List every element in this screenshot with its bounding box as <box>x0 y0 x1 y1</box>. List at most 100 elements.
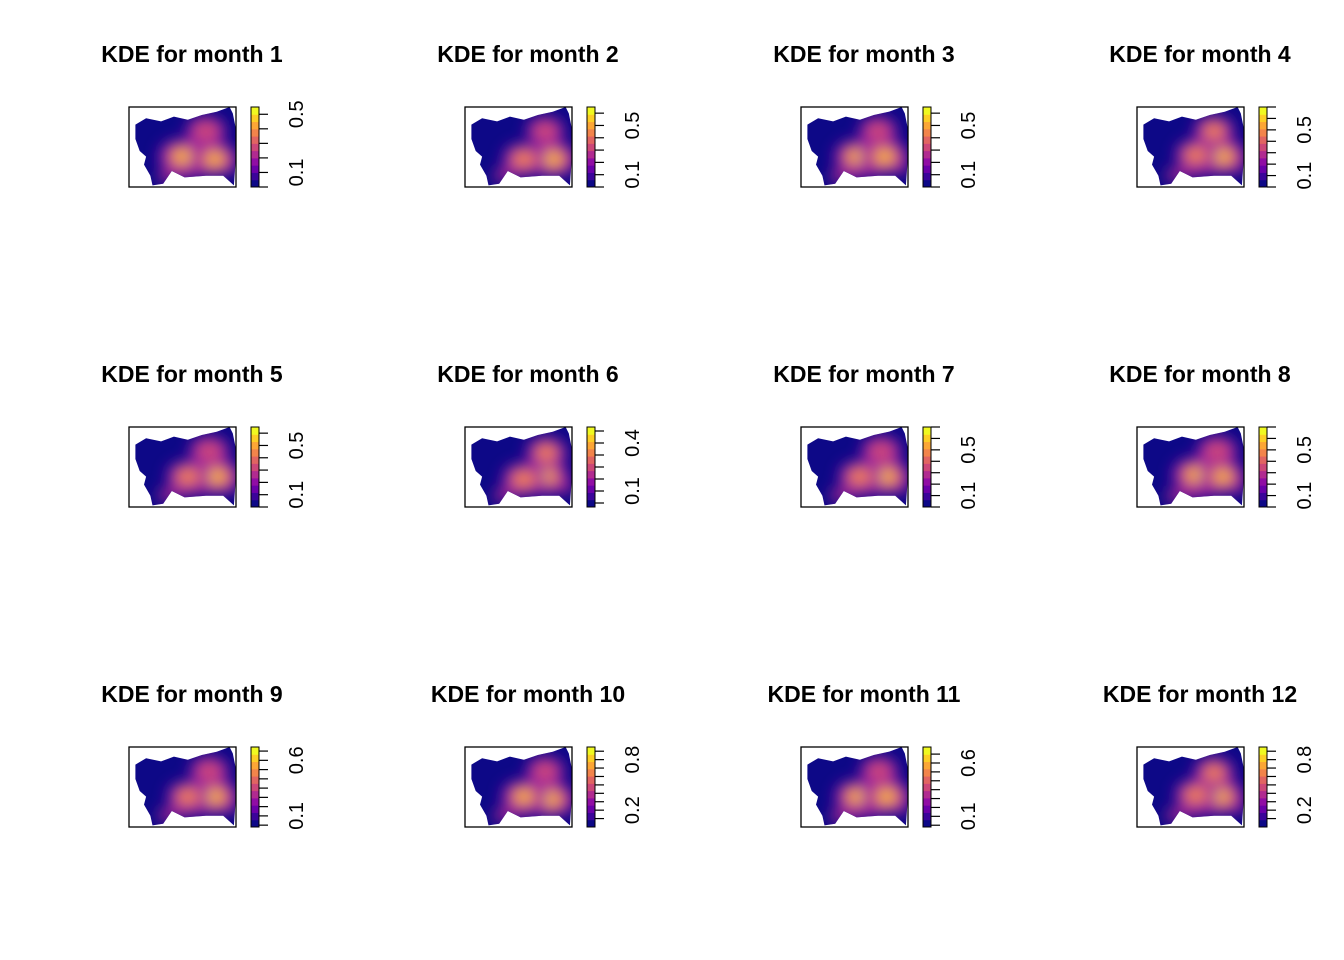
legend-tick-label: 0.2 <box>622 796 644 824</box>
kde-map-7 <box>807 427 908 506</box>
kde-panel-6: 0.1 0.4 <box>464 426 644 508</box>
hotspot-2 <box>208 154 221 164</box>
legend-tick-label: 0.1 <box>286 802 308 830</box>
hotspot-3 <box>195 440 224 462</box>
kde-map-3 <box>807 107 908 186</box>
legend-colorbar-8: 0.1 0.5 <box>1258 426 1316 509</box>
kde-panel-1: 0.1 0.5 <box>128 100 308 188</box>
legend-colorbar-9: 0.1 0.6 <box>250 746 308 830</box>
hotspot-3 <box>532 121 559 141</box>
legend-tick-label: 0.5 <box>958 436 980 464</box>
hotspot-2 <box>850 469 870 484</box>
hotspot-1 <box>210 471 224 482</box>
kde-map-10 <box>471 747 572 826</box>
kde-panel-2: 0.1 0.5 <box>464 106 644 189</box>
legend-tick-label: 0.2 <box>1294 796 1316 824</box>
hotspot-2 <box>880 791 894 802</box>
legend-tick-label: 0.8 <box>622 746 644 774</box>
legend-colorbar-6: 0.1 0.4 <box>586 426 644 508</box>
legend-colorbar-10: 0.2 0.8 <box>586 746 644 828</box>
hotspot-3 <box>1204 123 1224 139</box>
legend-colorbar-5: 0.1 0.5 <box>250 426 308 509</box>
hotspot-1 <box>880 471 894 482</box>
legend-tick-label: 0.5 <box>286 100 308 128</box>
hotspot-1 <box>208 791 222 802</box>
legend-tick-label: 0.1 <box>286 159 308 187</box>
map-frame <box>128 106 237 188</box>
panel-title-month-3: KDE for month 3 <box>773 41 955 67</box>
hotspot-2 <box>517 791 531 802</box>
map-frame <box>800 426 909 508</box>
hotspot-3 <box>195 760 223 782</box>
kde-panel-9: 0.1 0.6 <box>128 746 308 830</box>
hotspot-3 <box>865 761 893 781</box>
kde-panel-7: 0.1 0.5 <box>800 426 980 510</box>
legend-colorbar-3: 0.1 0.5 <box>922 106 980 189</box>
hotspot-3 <box>192 120 220 142</box>
legend-tick-label: 0.1 <box>1294 162 1316 190</box>
hotspot-3 <box>864 121 892 141</box>
hotspot-1 <box>544 794 558 804</box>
hotspot-3 <box>532 761 559 781</box>
hotspot-3 <box>1203 440 1232 462</box>
hotspot-3 <box>536 445 556 460</box>
map-frame <box>464 426 573 508</box>
hotspot-1 <box>546 154 560 164</box>
hotspot-2 <box>877 151 892 162</box>
legend-tick-label: 0.5 <box>286 432 308 460</box>
kde-map-4 <box>1143 107 1244 186</box>
kde-map-11 <box>807 747 908 826</box>
hotspot-1 <box>1189 470 1203 480</box>
legend-tick-label: 0.6 <box>958 749 980 777</box>
kde-map-2 <box>471 107 572 186</box>
map-frame <box>464 106 573 188</box>
panel-title-month-6: KDE for month 6 <box>437 361 619 387</box>
panel-title-month-4: KDE for month 4 <box>1109 41 1291 67</box>
kde-panel-11: 0.1 0.6 <box>800 746 980 830</box>
hotspot-2 <box>1216 471 1229 482</box>
legend-colorbar-4: 0.1 0.5 <box>1258 106 1316 190</box>
legend-colorbar-11: 0.1 0.6 <box>922 746 980 830</box>
panel-title-month-9: KDE for month 9 <box>101 681 283 707</box>
legend-tick-label: 0.5 <box>622 112 644 140</box>
map-frame <box>800 106 909 188</box>
hotspot-3 <box>1204 765 1224 780</box>
kde-panel-8: 0.1 0.5 <box>1136 426 1316 509</box>
kde-map-12 <box>1143 747 1244 826</box>
legend-tick-label: 0.1 <box>286 481 308 509</box>
legend-tick-label: 0.1 <box>622 477 644 505</box>
legend-tick-label: 0.8 <box>1294 746 1316 774</box>
hotspot-2 <box>1186 147 1206 163</box>
kde-map-1 <box>135 107 236 186</box>
kde-map-5 <box>135 427 236 506</box>
kde-map-9 <box>135 747 236 826</box>
hotspot-2 <box>513 471 534 487</box>
panel-title-month-1: KDE for month 1 <box>101 41 283 67</box>
legend-tick-label: 0.1 <box>958 161 980 189</box>
panel-title-month-8: KDE for month 8 <box>1109 361 1291 387</box>
kde-panel-3: 0.1 0.5 <box>800 106 980 189</box>
hotspot-1 <box>850 792 863 802</box>
hotspot-2 <box>178 789 198 804</box>
panel-title-month-7: KDE for month 7 <box>773 361 955 387</box>
hotspot-1 <box>175 151 190 162</box>
map-frame <box>1136 106 1245 188</box>
legend-tick-label: 0.5 <box>1294 116 1316 144</box>
panel-title-month-11: KDE for month 11 <box>767 681 961 707</box>
legend-tick-label: 0.1 <box>958 482 980 510</box>
hotspot-1 <box>850 151 863 162</box>
legend-tick-label: 0.5 <box>958 112 980 140</box>
map-frame <box>1136 426 1245 508</box>
hotspot-2 <box>514 151 534 167</box>
legend-colorbar-12: 0.2 0.8 <box>1258 746 1316 828</box>
map-frame <box>128 426 237 508</box>
legend-tick-label: 0.4 <box>622 429 644 457</box>
kde-map-6 <box>471 427 572 506</box>
panel-title-month-10: KDE for month 10 <box>430 681 626 707</box>
panel-title-month-12: KDE for month 12 <box>1102 681 1298 707</box>
legend-tick-label: 0.1 <box>958 802 980 830</box>
kde-panel-4: 0.1 0.5 <box>1136 106 1316 190</box>
hotspot-1 <box>1216 151 1230 162</box>
map-frame <box>128 746 237 828</box>
